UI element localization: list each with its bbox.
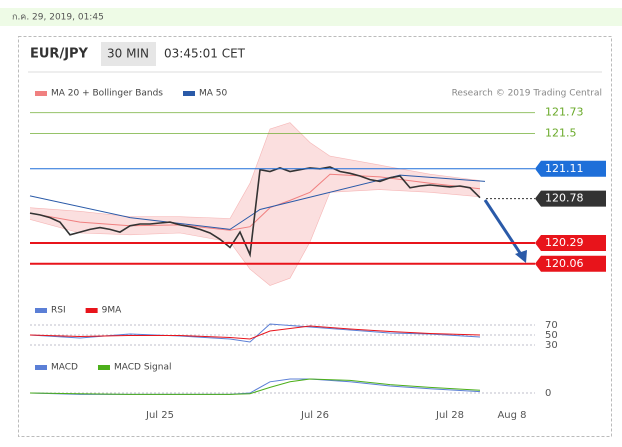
x-tick-label: Jul 25 [145, 410, 174, 421]
symbol: EUR/JPY [30, 47, 89, 62]
level-tag [535, 190, 606, 207]
series-line [29, 166, 481, 258]
level-label: 121.11 [545, 162, 584, 175]
level-label: 121.73 [545, 106, 584, 119]
level-tag [535, 255, 606, 272]
level-label: 120.29 [545, 236, 584, 249]
level-tag [535, 234, 606, 251]
legend-label: RSI [51, 306, 66, 316]
y-tick-label: 50 [545, 330, 558, 341]
legend-swatch [35, 365, 47, 370]
level-label: 121.5 [545, 126, 577, 139]
legend-swatch [183, 91, 195, 96]
forecast-arrow [483, 199, 524, 257]
series-line [29, 174, 486, 230]
legend-swatch [97, 365, 110, 370]
level-label: 120.78 [545, 192, 584, 205]
level-label: 120.06 [545, 257, 584, 270]
x-tick-label: Jul 28 [435, 410, 464, 421]
time: 03:45:01 CET [164, 47, 246, 61]
legend-swatch [35, 308, 47, 313]
series-line [29, 325, 481, 340]
frame [18, 36, 612, 437]
legend-label: MACD Signal [114, 363, 172, 373]
x-tick-label: Aug 8 [497, 410, 526, 421]
legend-label: MA 50 [199, 89, 228, 99]
legend-label: 9MA [102, 306, 122, 316]
band-upper [29, 122, 481, 219]
legend-swatch [35, 91, 47, 96]
legend-label: MACD [51, 363, 78, 373]
series-line [29, 323, 481, 343]
series-line [29, 378, 481, 395]
y-tick-label: 30 [545, 340, 558, 351]
interval-box [101, 42, 156, 66]
timestamp: ก.ค. 29, 2019, 01:45 [12, 13, 104, 23]
interval: 30 MIN [107, 47, 149, 61]
forecast-arrowhead [515, 250, 527, 263]
date-bar [0, 8, 622, 26]
credit: Research © 2019 Trading Central [452, 89, 602, 99]
level-tag [535, 160, 606, 177]
bollinger-band [30, 122, 480, 286]
legend-swatch [85, 308, 98, 313]
y-tick-label: 0 [545, 388, 551, 399]
band-lower [29, 189, 481, 286]
legend-label: MA 20 + Bollinger Bands [51, 89, 163, 99]
x-tick-label: Jul 26 [300, 410, 329, 421]
y-tick-label: 70 [545, 320, 558, 331]
